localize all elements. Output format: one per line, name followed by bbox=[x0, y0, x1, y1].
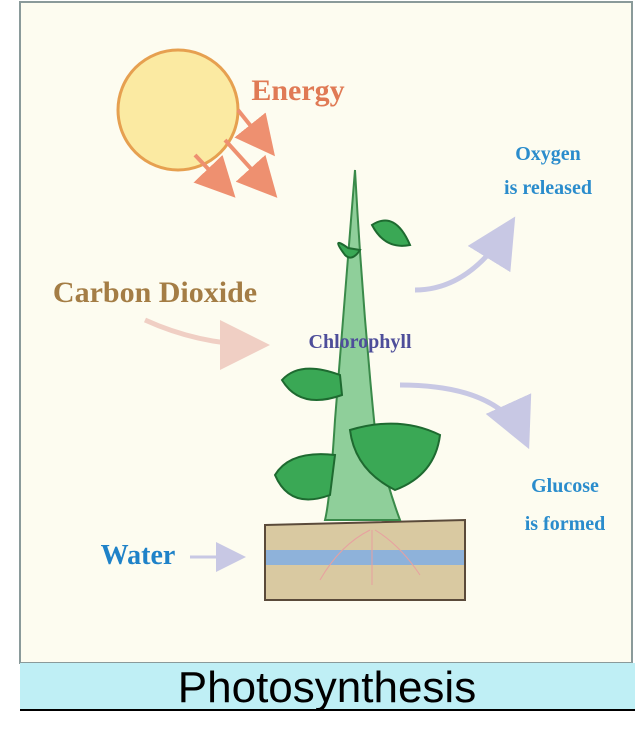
water-layer bbox=[266, 550, 464, 565]
glucose-label: Glucose bbox=[531, 475, 599, 497]
energy-label: Energy bbox=[251, 74, 344, 107]
carbon-dioxide-label: Carbon Dioxide bbox=[53, 276, 257, 309]
chlorophyll-label: Chlorophyll bbox=[309, 331, 412, 353]
photosynthesis-diagram: Photosynthesis Energy Oxygen is released… bbox=[0, 0, 635, 742]
glucose-label: is formed bbox=[525, 513, 606, 535]
oxygen-label: Oxygen bbox=[515, 143, 581, 165]
sun bbox=[118, 50, 238, 170]
title: Photosynthesis bbox=[178, 663, 476, 712]
water-label: Water bbox=[101, 540, 176, 571]
oxygen-label: is released bbox=[504, 177, 592, 199]
